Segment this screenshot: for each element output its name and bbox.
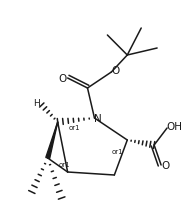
- Text: O: O: [111, 66, 119, 76]
- Text: OH: OH: [166, 122, 182, 132]
- Text: or1: or1: [112, 149, 123, 155]
- Text: or1: or1: [59, 162, 70, 168]
- Text: N: N: [94, 114, 101, 124]
- Text: H: H: [33, 99, 40, 108]
- Text: O: O: [59, 74, 67, 84]
- Polygon shape: [46, 122, 58, 159]
- Text: O: O: [161, 161, 169, 171]
- Text: or1: or1: [69, 125, 80, 131]
